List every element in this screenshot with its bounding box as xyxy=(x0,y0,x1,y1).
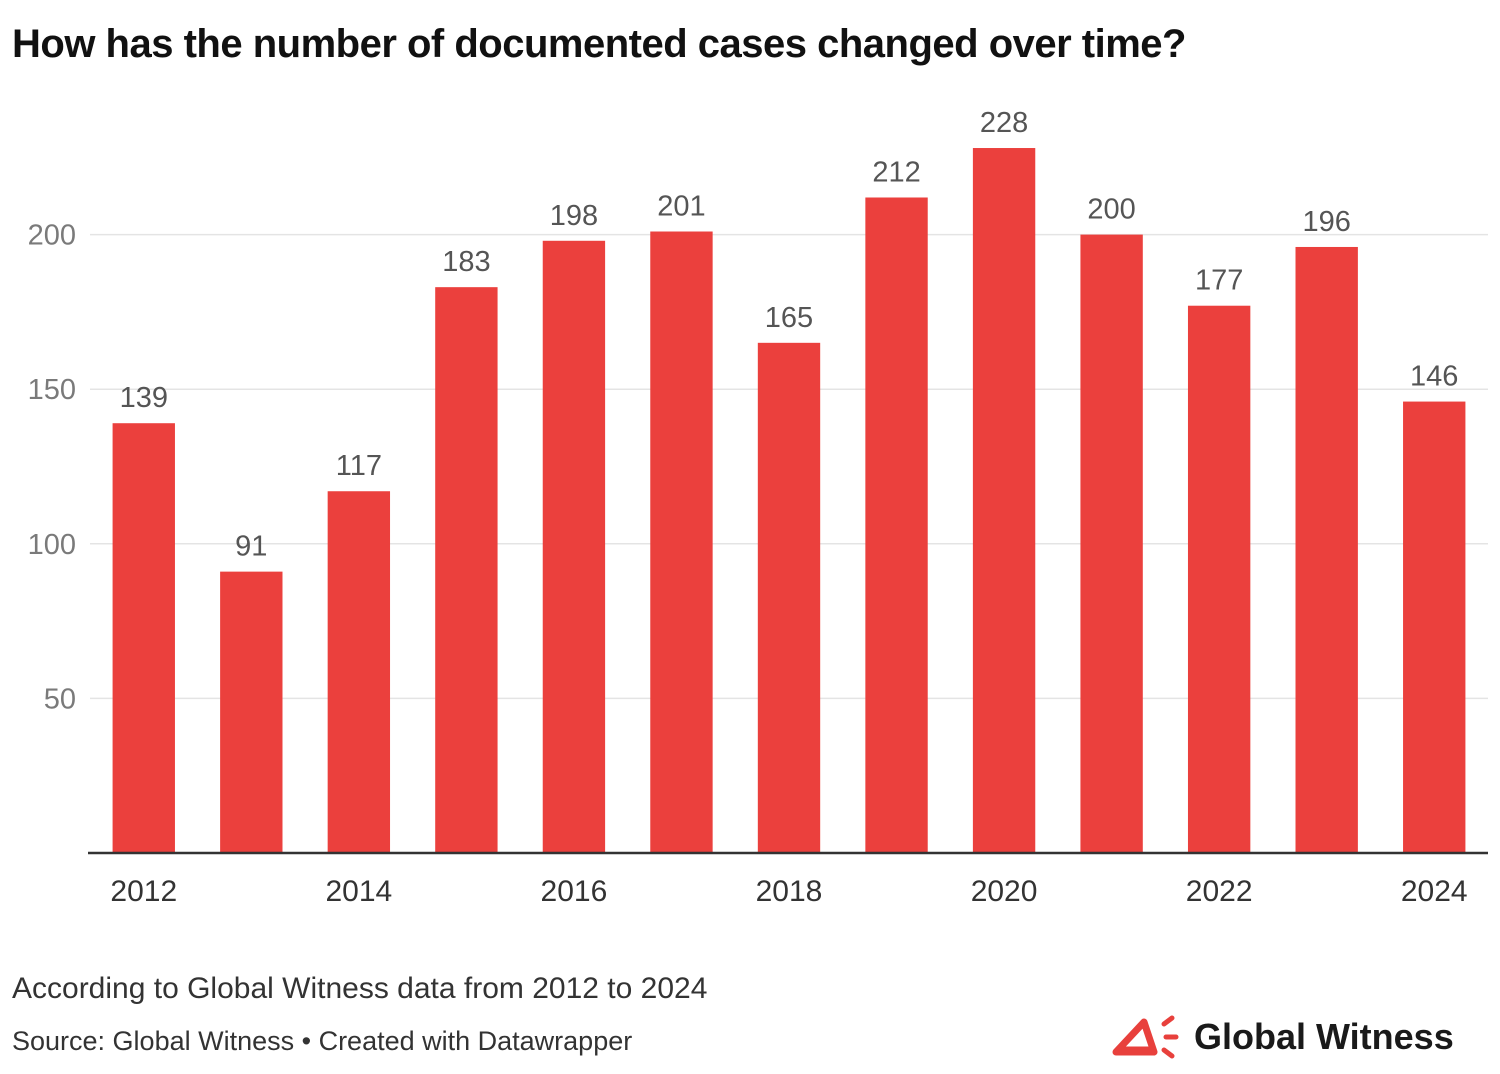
x-tick-label: 2014 xyxy=(325,875,392,908)
data-label-2014: 117 xyxy=(336,450,382,482)
data-label-2018: 165 xyxy=(765,302,813,334)
x-tick-label: 2024 xyxy=(1401,875,1468,908)
chart-source: Source: Global Witness • Created with Da… xyxy=(12,1026,633,1056)
y-tick-label: 150 xyxy=(28,374,76,406)
bar-2022 xyxy=(1187,305,1251,853)
y-tick-label: 100 xyxy=(28,529,76,561)
data-label-2013: 91 xyxy=(235,531,267,563)
global-witness-logo: Global Witness xyxy=(1110,1012,1454,1062)
bars xyxy=(112,148,1466,854)
x-tick-label: 2016 xyxy=(541,875,608,908)
data-label-2017: 201 xyxy=(657,191,705,223)
bar-2024 xyxy=(1403,401,1466,853)
x-tick-label: 2022 xyxy=(1186,875,1253,908)
y-tick-label: 200 xyxy=(28,220,76,252)
data-label-2020: 228 xyxy=(980,107,1028,139)
chart-title: How has the number of documented cases c… xyxy=(12,22,1186,66)
bar-2017 xyxy=(650,231,713,853)
x-tick-label: 2012 xyxy=(110,875,177,908)
data-label-2023: 196 xyxy=(1302,206,1350,238)
logo-text: Global Witness xyxy=(1194,1016,1454,1057)
data-label-2019: 212 xyxy=(872,156,920,188)
data-label-2021: 200 xyxy=(1087,194,1135,226)
chart-note: According to Global Witness data from 20… xyxy=(12,972,708,1005)
bar-2015 xyxy=(435,287,498,853)
bar-2020 xyxy=(972,148,1036,854)
bar-2021 xyxy=(1080,234,1143,854)
megaphone-icon xyxy=(1112,1015,1179,1059)
x-axis: 2012 2014 2016 2018 2020 2022 2024 xyxy=(88,851,1488,908)
x-tick-label: 2020 xyxy=(971,875,1038,908)
bar-chart: 139 91 117 183 198 201 165 212 228 200 177 196 146 5… xyxy=(28,107,1488,908)
data-label-2024: 146 xyxy=(1410,361,1458,393)
bar-2012 xyxy=(112,423,175,853)
data-label-2016: 198 xyxy=(550,200,598,232)
x-tick-label: 2018 xyxy=(756,875,823,908)
bar-2016 xyxy=(542,240,606,853)
bar-2013 xyxy=(220,571,283,853)
bar-2018 xyxy=(757,342,821,853)
bar-2014 xyxy=(327,491,391,853)
data-label-2022: 177 xyxy=(1195,265,1243,297)
bar-2023 xyxy=(1295,246,1358,853)
data-labels: 139 91 117 183 198 201 165 212 228 200 177 196 146 xyxy=(120,107,1459,563)
data-label-2012: 139 xyxy=(120,382,168,414)
y-axis: 50 100 150 200 xyxy=(28,220,76,716)
data-label-2015: 183 xyxy=(442,246,490,278)
bar-2019 xyxy=(865,197,928,854)
y-tick-label: 50 xyxy=(44,683,76,715)
